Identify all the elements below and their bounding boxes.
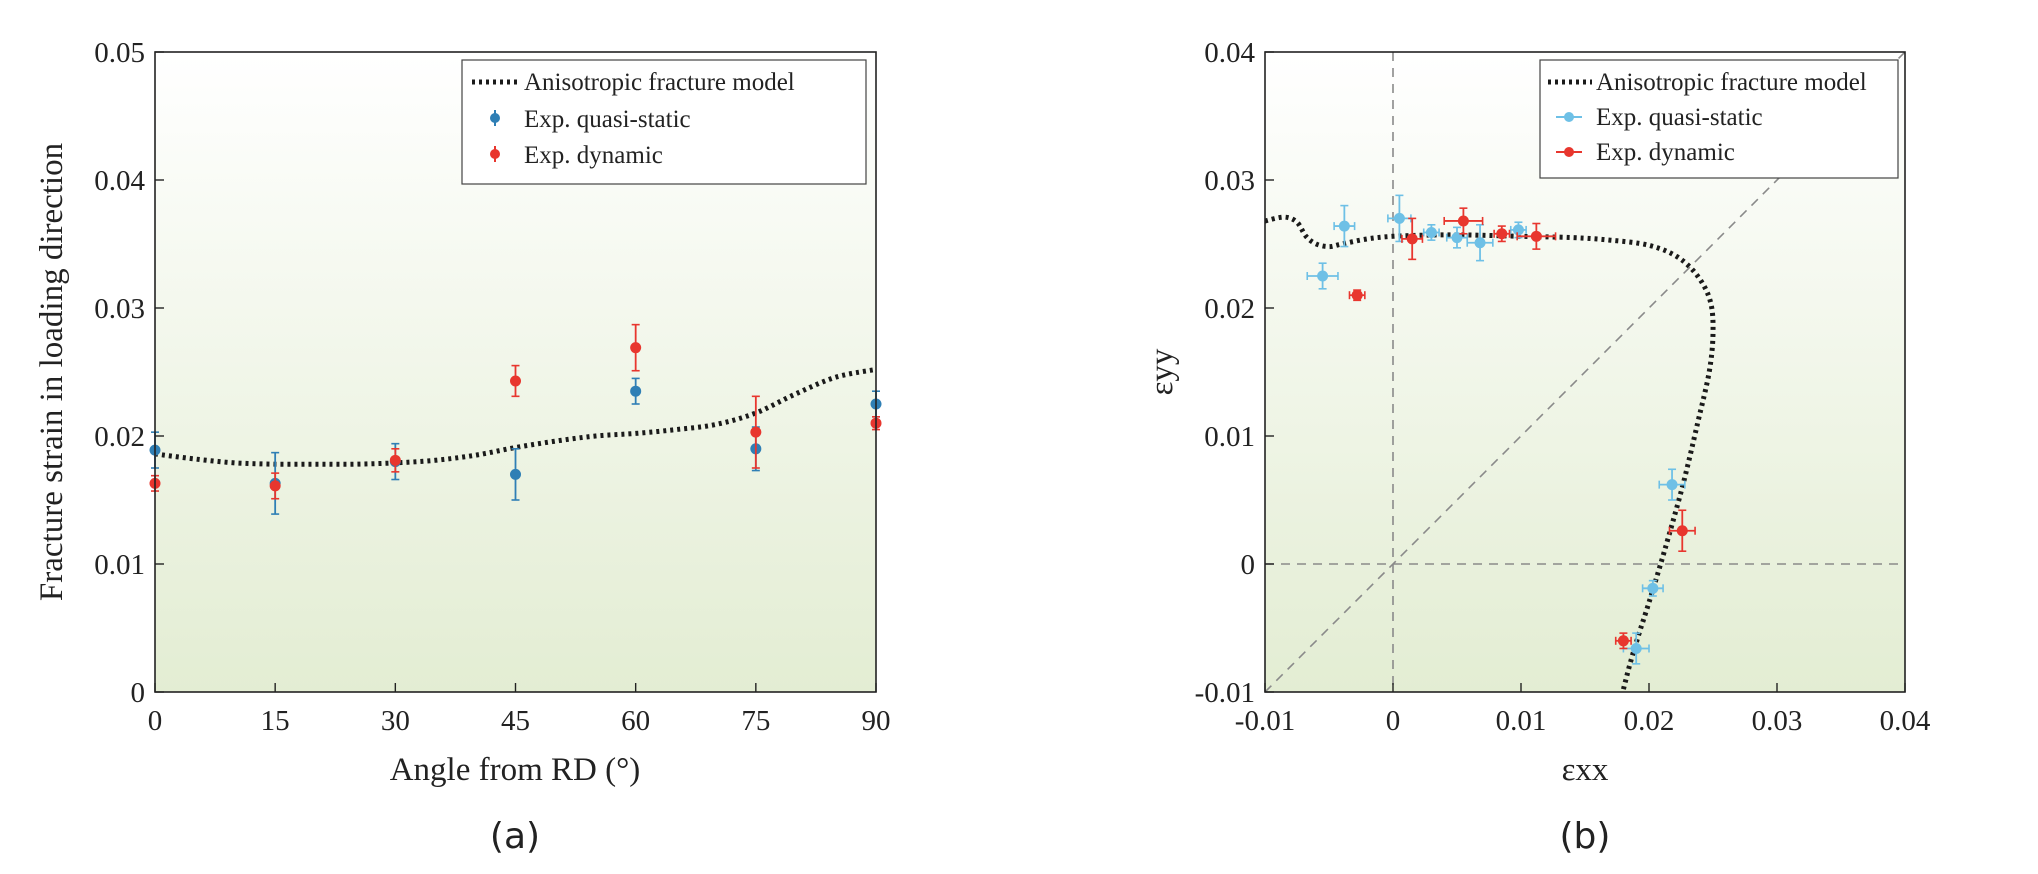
y-axis-label-b: εyy: [1144, 348, 1180, 395]
x-tick-label: 0.02: [1624, 705, 1675, 737]
plot-frame-b: [1264, 51, 1906, 693]
x-tick-label: 0: [148, 705, 163, 737]
quasi-static-point: [1425, 226, 1437, 238]
quasi-static-point: [1512, 224, 1524, 236]
dynamic-point: [1496, 228, 1508, 240]
x-tick-label: 60: [621, 705, 650, 737]
quasi-static-point: [510, 468, 521, 480]
quasi-static-point: [630, 385, 642, 397]
quasi-static-point: [1338, 220, 1350, 232]
dynamic-point: [510, 375, 521, 387]
legend-dynamic-label-a: Exp. dynamic: [524, 142, 663, 169]
legend-quasi-label-b: Exp. quasi-static: [1596, 104, 1763, 131]
dynamic-point: [389, 454, 401, 466]
x-tick-label: 75: [741, 705, 770, 737]
y-axis-label-a: Fracture strain in loading direction: [34, 143, 70, 601]
legend-dynamic-marker-a: [490, 149, 500, 159]
legend-b: Anisotropic fracture model Exp. quasi-st…: [1539, 59, 1899, 179]
x-tick-label: -0.01: [1235, 705, 1295, 737]
quasi-static-point: [1474, 237, 1486, 249]
y-tick-label: -0.01: [1195, 677, 1255, 709]
y-tick-label: 0.01: [94, 549, 145, 581]
y-tick-label: 0.04: [1204, 37, 1255, 69]
dynamic-point: [630, 342, 642, 354]
series-layer-b: [1264, 194, 1716, 690]
dynamic-point: [1530, 230, 1542, 242]
legend-a: Anisotropic fracture model Exp. quasi-st…: [461, 59, 867, 185]
panel-label-b: (b): [1560, 816, 1611, 857]
quasi-static-point: [1666, 479, 1678, 491]
x-tick-label: 90: [862, 705, 891, 737]
x-tick-label: 30: [381, 705, 410, 737]
y-tick-label: 0.05: [94, 37, 145, 69]
x-tick-label: 0.01: [1496, 705, 1547, 737]
y-tick-label: 0: [131, 677, 146, 709]
chart-panel-b: -0.01 0 0.01 0.02 0.03 0.04 -0.01 0 0.01 0.02 0.0…: [1144, 37, 1931, 857]
x-axis-ticks-a: 0 15 30 45 60 75 90: [148, 683, 891, 737]
legend-quasi-marker-a: [490, 113, 500, 123]
quasi-static-point: [1317, 270, 1329, 282]
legend-dynamic-marker-b: [1564, 147, 1574, 157]
quasi-static-point: [1451, 232, 1463, 244]
series-1: [1306, 194, 1686, 665]
x-tick-label: 45: [501, 705, 530, 737]
y-tick-label: 0.01: [1204, 421, 1255, 453]
x-tick-label: 0.03: [1752, 705, 1803, 737]
x-axis-label-a: Angle from RD (°): [390, 752, 641, 788]
y-tick-label: 0.02: [1204, 293, 1255, 325]
x-tick-label: 0.04: [1880, 705, 1931, 737]
legend-model-label-a: Anisotropic fracture model: [524, 69, 795, 96]
series-0: [1264, 214, 1716, 690]
x-axis-label-b: εxx: [1562, 752, 1609, 788]
x-axis-ticks-b: -0.01 0 0.01 0.02 0.03 0.04: [1235, 683, 1931, 737]
y-axis-ticks-b: -0.01 0 0.01 0.02 0.03 0.04: [1195, 37, 1274, 709]
dynamic-point: [1617, 635, 1629, 647]
dynamic-point: [269, 480, 281, 492]
panel-label-a: (a): [490, 816, 540, 857]
x-tick-label: 15: [261, 705, 290, 737]
legend-model-label-b: Anisotropic fracture model: [1596, 69, 1867, 96]
quasi-static-point: [1393, 212, 1405, 224]
quasi-static-point: [1630, 642, 1642, 654]
y-tick-label: 0: [1241, 549, 1256, 581]
dynamic-point: [1676, 525, 1688, 537]
series-layer-a: [149, 323, 882, 515]
y-tick-label: 0.04: [94, 165, 145, 197]
x-tick-label: 0: [1386, 705, 1401, 737]
legend-quasi-marker-b: [1564, 112, 1574, 122]
dynamic-point: [1457, 215, 1469, 227]
dynamic-point: [1406, 233, 1418, 245]
chart-panel-a: 0 15 30 45 60 75 90 0 0.01 0.02 0.03 0.04 0.05 Angl…: [34, 37, 891, 857]
dynamic-point: [750, 426, 762, 438]
model-curve: [1264, 214, 1716, 690]
quasi-static-point: [1647, 582, 1659, 594]
legend-quasi-label-a: Exp. quasi-static: [524, 106, 691, 133]
y-tick-label: 0.03: [1204, 165, 1255, 197]
y-tick-label: 0.03: [94, 293, 145, 325]
series-2: [149, 323, 882, 500]
y-axis-ticks-a: 0 0.01 0.02 0.03 0.04 0.05: [94, 37, 164, 709]
legend-box-b: [1539, 59, 1899, 179]
dynamic-point: [1351, 289, 1363, 301]
series-2: [1348, 207, 1696, 650]
legend-dynamic-label-b: Exp. dynamic: [1596, 139, 1735, 166]
legend-box-a: [461, 59, 867, 185]
y-tick-label: 0.02: [94, 421, 145, 453]
